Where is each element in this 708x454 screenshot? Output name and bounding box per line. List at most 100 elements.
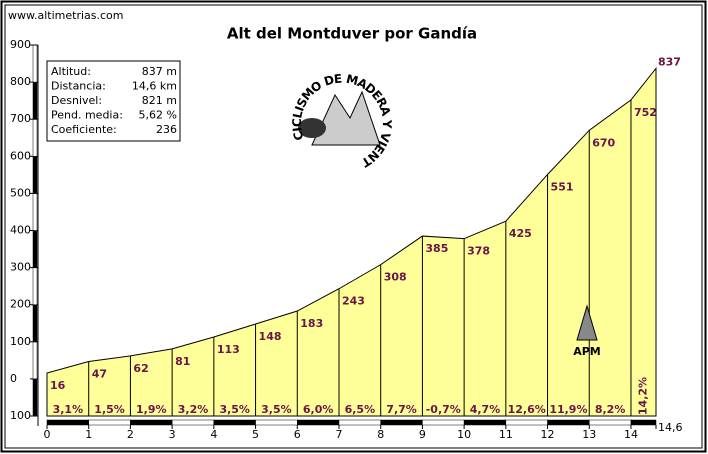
x-tick-label: 10 [457, 428, 471, 441]
gradient-label: 3,2% [178, 403, 209, 416]
y-tick-label: 800 [10, 75, 31, 88]
distance-bar [255, 419, 298, 426]
elevation-label: 16 [50, 379, 66, 392]
info-value: 821 m [142, 94, 177, 107]
badge-mountain [576, 304, 598, 341]
elevation-label: 378 [467, 245, 490, 258]
y-tick-label: 600 [10, 149, 31, 162]
logo-fish [298, 118, 326, 138]
elevation-label: 308 [384, 271, 407, 284]
y-tick-label: 100 [10, 409, 31, 422]
distance-bar [338, 419, 381, 426]
y-axis-bar [32, 230, 38, 268]
y-axis-bar [32, 267, 38, 305]
gradient-label: 6,0% [303, 403, 334, 416]
gradient-label: 3,1% [53, 403, 84, 416]
elevation-label: 148 [259, 330, 282, 343]
info-label: Distancia: [51, 80, 106, 93]
gradient-label: 1,9% [136, 403, 167, 416]
x-tick-label: 14 [624, 428, 638, 441]
elevation-label: 551 [551, 180, 574, 193]
gradient-label: 1,5% [94, 403, 125, 416]
x-tick-label: 11 [499, 428, 513, 441]
info-label: Desnivel: [51, 94, 102, 107]
distance-bar [380, 419, 423, 426]
x-tick-label: 3 [169, 428, 176, 441]
y-tick-label: 300 [10, 261, 31, 274]
inner-frame [4, 4, 703, 449]
badge-text: APM [573, 345, 601, 358]
gradient-label: 6,5% [345, 403, 376, 416]
elevation-label: 425 [509, 227, 532, 240]
y-axis-bar [32, 378, 38, 417]
y-axis-bar [32, 118, 38, 157]
y-tick-label: 0 [10, 372, 17, 385]
y-axis-bar [32, 193, 38, 231]
elevation-label: 183 [300, 317, 323, 330]
gradient-label: 7,7% [386, 403, 417, 416]
distance-bar [630, 419, 657, 426]
info-label: Pend. media: [51, 109, 123, 122]
info-box [46, 60, 181, 142]
elevation-label: 62 [133, 362, 148, 375]
gradient-label: 3,5% [219, 403, 250, 416]
distance-bar [463, 419, 507, 426]
gradient-label: 11,9% [549, 403, 587, 416]
distance-bar [171, 419, 215, 426]
elevation-label: 243 [342, 295, 365, 308]
info-value: 5,62 % [139, 109, 177, 122]
x-tick-label: 9 [419, 428, 426, 441]
elevation-label: 837 [658, 55, 681, 68]
distance-bar [88, 419, 131, 426]
x-tick-label: 7 [335, 428, 342, 441]
info-value: 14,6 km [132, 80, 177, 93]
apm-badge: APM [573, 304, 601, 358]
y-axis-bar [32, 304, 38, 343]
x-tick-label: 14,6 [658, 421, 683, 434]
info-value: 837 m [142, 65, 177, 78]
elevation-label: 670 [592, 136, 615, 149]
logo-mountain [311, 90, 381, 146]
elevation-label: 81 [175, 355, 190, 368]
x-tick-label: 12 [541, 428, 555, 441]
info-label: Coeficiente: [51, 123, 117, 136]
elevation-label: 47 [92, 367, 107, 380]
y-tick-label: 400 [10, 224, 31, 237]
y-axis-bar [32, 81, 38, 120]
distance-bar [46, 419, 89, 426]
distance-bar [297, 419, 340, 426]
gradient-label: 3,5% [261, 403, 292, 416]
distance-bar [589, 419, 632, 426]
distance-bar [213, 419, 256, 426]
y-axis-bar [32, 341, 38, 380]
info-value: 236 [156, 123, 177, 136]
distance-bar [505, 419, 548, 426]
gradient-label: 4,7% [470, 403, 501, 416]
chart-title: Alt del Montduver por Gandía [227, 25, 477, 43]
gradient-label: 8,2% [595, 403, 626, 416]
elevation-label: 385 [425, 242, 448, 255]
x-tick-label: 6 [294, 428, 301, 441]
y-tick-label: 200 [10, 298, 31, 311]
x-tick-label: 13 [582, 428, 596, 441]
y-tick-label: 500 [10, 186, 31, 199]
distance-bar [130, 419, 173, 426]
distance-bar [422, 419, 465, 426]
y-tick-label: 100 [10, 335, 31, 348]
distance-bar [547, 419, 590, 426]
info-label: Altitud: [51, 65, 91, 78]
y-tick-label: 700 [10, 112, 31, 125]
x-tick-label: 8 [377, 428, 384, 441]
y-axis-bar [32, 156, 38, 194]
x-tick-label: 1 [85, 428, 92, 441]
y-tick-label: 900 [10, 38, 31, 51]
gradient-label: 12,6% [508, 403, 546, 416]
x-tick-label: 0 [44, 428, 51, 441]
x-tick-label: 4 [210, 428, 217, 441]
elevation-label: 752 [634, 106, 657, 119]
elevation-label: 113 [217, 343, 240, 356]
source: www.altimetrias.com [8, 9, 123, 22]
x-tick-label: 2 [127, 428, 134, 441]
